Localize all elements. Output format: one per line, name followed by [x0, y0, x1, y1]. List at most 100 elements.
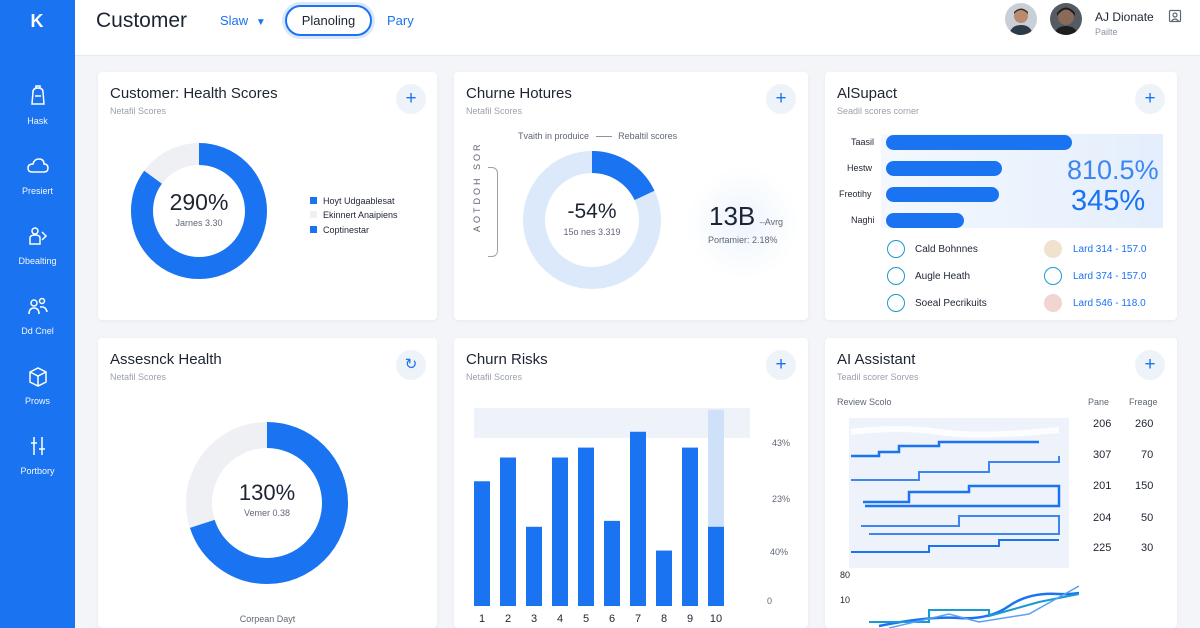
- hbar: [886, 213, 964, 228]
- chart-bar-bg: [708, 409, 724, 554]
- view-dropdown[interactable]: Slaw ▼: [220, 13, 266, 28]
- legend-label: Coptinestar: [323, 225, 370, 235]
- table-cell: 70: [1141, 449, 1154, 461]
- series-line: [851, 440, 1039, 458]
- chart-bar: [630, 431, 646, 606]
- table-cell: 204: [1093, 512, 1112, 524]
- cloud-icon: [26, 158, 49, 173]
- stat-glow: [688, 168, 798, 278]
- stat-caption: Portamier: 2.18%: [708, 235, 778, 245]
- churn-hotures-card: Churne Hotures Netafil Scores + Tvaith i…: [454, 72, 808, 320]
- refresh-button[interactable]: ↻: [396, 350, 426, 380]
- backpack-icon: [30, 85, 45, 105]
- x-tick-label: 7: [635, 613, 641, 625]
- series-line: [863, 484, 1061, 508]
- legend-label: Ekinnert Anaipiens: [323, 210, 398, 220]
- donut-value: 290%: [169, 189, 229, 215]
- table-cell: 201: [1093, 480, 1112, 492]
- donut-arc: [523, 151, 661, 289]
- assess-donut: [186, 422, 348, 584]
- donut-value: -54%: [567, 200, 617, 223]
- sidebar-item-hask[interactable]: Hask: [0, 84, 75, 126]
- planning-tab[interactable]: Planoling: [285, 5, 372, 36]
- hands-icon: [28, 227, 47, 245]
- add-button[interactable]: +: [766, 84, 796, 114]
- chart-bar: [604, 520, 620, 606]
- list-item: Soeal Pecrikuits: [915, 298, 987, 309]
- avatar: [1044, 240, 1062, 258]
- donut-value: 130%: [238, 480, 296, 505]
- list-item: Cald Bohnnes: [915, 244, 978, 255]
- table-cell: 50: [1141, 512, 1154, 524]
- sidebar-item-presiert[interactable]: Presiert: [0, 154, 75, 196]
- person-avatar-icon: [1050, 3, 1082, 35]
- x-tick-label: 10: [710, 613, 722, 625]
- user-icon[interactable]: [1168, 9, 1182, 23]
- y-tick-label: 0: [767, 596, 773, 606]
- people-icon: [27, 297, 48, 315]
- x-tick-label: 8: [661, 613, 667, 625]
- avatar: [1044, 294, 1062, 312]
- card-title: AI Assistant: [837, 351, 916, 368]
- add-button[interactable]: +: [396, 84, 426, 114]
- plus-icon: +: [1144, 88, 1156, 109]
- add-button[interactable]: +: [1135, 350, 1165, 380]
- card-subtitle: Netafil Scores: [110, 372, 167, 382]
- plus-icon: +: [405, 88, 417, 109]
- add-button[interactable]: +: [1135, 84, 1165, 114]
- person-avatar-icon: [1005, 3, 1037, 35]
- plus-icon: +: [1144, 354, 1156, 375]
- sidebar-item-portbory[interactable]: Portbory: [0, 434, 75, 476]
- card-footer: Corpean Dayt: [239, 614, 296, 624]
- sidebar-item-dd-cnel[interactable]: Dd Cnel: [0, 294, 75, 336]
- chart-bar: [708, 526, 724, 606]
- table-cell: 260: [1135, 418, 1154, 430]
- chart-bar: [526, 526, 542, 606]
- list-item: Augle Heath: [915, 271, 971, 282]
- series-line: [878, 591, 1079, 628]
- assess-health-card: Assesnck Health Netafil Scores ↻ 130% Ve…: [98, 338, 437, 628]
- series-line: [888, 585, 1079, 628]
- view-dropdown-label: Slaw: [220, 13, 249, 28]
- card-subtitle: Netafil Scores: [466, 372, 523, 382]
- card-subtitle: Netafil Scores: [466, 106, 523, 116]
- chart-streak: [850, 426, 1060, 438]
- legend-item: Ekinnert Anaipiens: [310, 210, 398, 220]
- sidebar-item-label: Prows: [24, 396, 50, 406]
- card-subtitle: Teadil scorer Sorves: [837, 372, 919, 382]
- user-subtitle: Pailte: [1095, 27, 1118, 37]
- y-tick-label: 10: [840, 595, 851, 605]
- avatar[interactable]: [1050, 3, 1082, 35]
- sidebar-item-prows[interactable]: Prows: [0, 364, 75, 406]
- chevron-down-icon: ▼: [255, 17, 266, 28]
- chart-bar: [578, 447, 594, 606]
- health-scores-card: Customer: Health Scores Netafil Scores +…: [98, 72, 437, 320]
- card-title: Churn Risks: [466, 351, 548, 368]
- series-line: [851, 539, 1059, 553]
- sidebar-item-dbealting[interactable]: Dbealting: [0, 224, 75, 266]
- sliders-icon: [30, 437, 45, 455]
- x-tick-label: 3: [531, 613, 537, 625]
- y-tick-label: 80: [840, 570, 851, 580]
- legend-label: Hoyt Udgaablesat: [323, 196, 395, 206]
- churn-donut: [523, 151, 661, 289]
- donut-caption: Jarnes 3.30: [175, 218, 223, 228]
- legend-swatch: [310, 211, 317, 218]
- donut-arc: [186, 422, 348, 584]
- pary-link[interactable]: Pary: [387, 13, 414, 28]
- big-stat-b: 345%: [1071, 185, 1146, 217]
- chart-bar: [552, 457, 568, 606]
- axis-label: AOTDOH SOR: [472, 141, 482, 232]
- series-line: [851, 456, 1060, 481]
- series-line: [861, 515, 1060, 535]
- table-cell: 225: [1093, 542, 1112, 554]
- sidebar-item-label: Hask: [27, 116, 48, 126]
- x-tick-label: 9: [687, 613, 693, 625]
- chart-bar: [500, 457, 516, 606]
- churn-risks-card: Churn Risks Netafil Scores + 1 2 3 4 5 6 7 8 9 10…: [454, 338, 808, 628]
- add-button[interactable]: +: [766, 350, 796, 380]
- table-cell: 150: [1135, 480, 1154, 492]
- app-logo[interactable]: K: [30, 11, 44, 31]
- bar-label: Freotihy: [839, 189, 872, 199]
- avatar[interactable]: [1005, 3, 1037, 35]
